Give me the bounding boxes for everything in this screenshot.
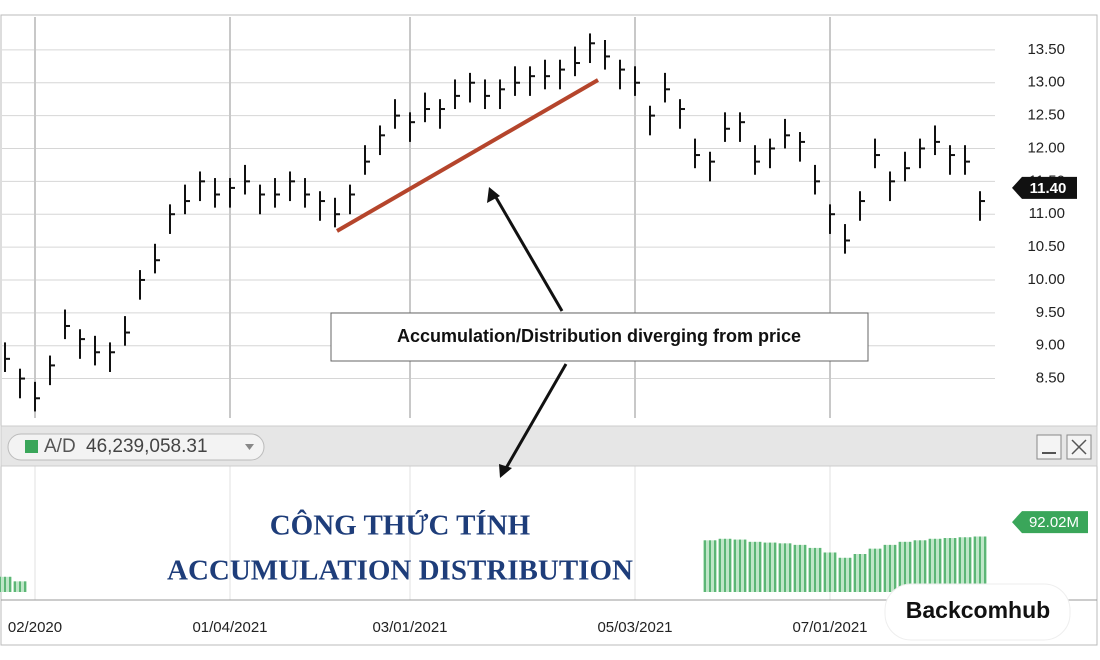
y-tick-label: 12.00 xyxy=(1027,139,1065,156)
close-icon xyxy=(1071,439,1087,455)
ad-tag-label: 92.02M xyxy=(1029,514,1079,531)
x-tick-label: 01/04/2021 xyxy=(192,619,267,636)
y-tick-label: 12.50 xyxy=(1027,107,1065,124)
y-tick-label: 10.50 xyxy=(1027,238,1065,255)
minimize-button[interactable] xyxy=(1036,434,1062,460)
overlay-title: CÔNG THỨC TÍNH xyxy=(270,509,531,542)
arrow-head xyxy=(487,187,500,203)
arrow-head xyxy=(499,464,512,478)
indicator-name: A/D xyxy=(44,436,76,457)
overlay-title: ACCUMULATION DISTRIBUTION xyxy=(167,555,633,587)
indicator-value: 46,239,058.31 xyxy=(86,436,208,457)
y-tick-label: 10.00 xyxy=(1027,271,1065,288)
y-tick-label: 13.00 xyxy=(1027,74,1065,91)
dropdown-icon xyxy=(245,444,254,450)
indicator-pill[interactable] xyxy=(7,433,265,461)
x-tick-label: 02/2020 xyxy=(8,619,62,636)
y-tick-label: 9.50 xyxy=(1036,304,1065,321)
annotation-box xyxy=(330,312,869,362)
x-tick-label: 07/01/2021 xyxy=(792,619,867,636)
ad-bar xyxy=(0,576,12,592)
arrow-up xyxy=(492,193,564,312)
annotation: Accumulation/Distribution diverging from… xyxy=(397,326,801,346)
ad-tag xyxy=(1012,511,1088,534)
x-tick-label: 05/03/2021 xyxy=(597,619,672,636)
trend-line xyxy=(335,78,600,233)
price-tag xyxy=(1012,176,1077,199)
y-tick-label: 11.00 xyxy=(1029,205,1065,222)
logo-badge xyxy=(884,583,1071,641)
logo: Backcomhub xyxy=(906,597,1050,623)
price-tag-label: 11.40 xyxy=(1030,180,1067,197)
indicator-swatch xyxy=(25,440,38,453)
arrow-down xyxy=(503,363,568,471)
y-tick-label: 8.50 xyxy=(1036,370,1065,387)
x-tick-label: 03/01/2021 xyxy=(372,619,447,636)
y-tick-label: 13.50 xyxy=(1027,41,1065,58)
y-tick-label: 9.00 xyxy=(1036,337,1065,354)
